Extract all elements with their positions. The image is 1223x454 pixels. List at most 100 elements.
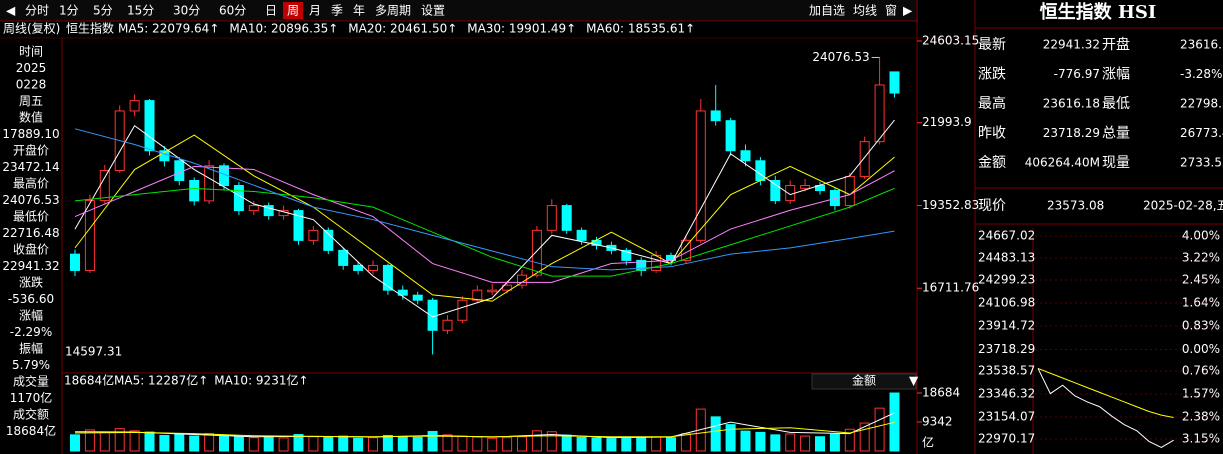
ma-arrow: ↑	[209, 22, 219, 36]
volume-bar	[219, 435, 229, 452]
volume-bar	[725, 424, 736, 452]
candle-body	[338, 249, 349, 266]
volume-ma-label: MA5: 12287亿	[114, 373, 198, 388]
info-text: 开盘价	[13, 143, 49, 158]
toolbar-button[interactable]: 5分	[93, 4, 113, 18]
volume-title: 18684亿	[64, 373, 114, 388]
quote-value: 23616.18	[1043, 97, 1100, 111]
tick-price-label: 23154.07	[978, 410, 1035, 424]
toolbar-button[interactable]: 加自选	[809, 4, 845, 18]
quote-value: 2733.52M	[1180, 156, 1223, 170]
y-tick-label: 24603.15	[922, 33, 979, 47]
selector-arrow[interactable]: ▼	[909, 374, 919, 388]
volume-bar	[502, 437, 513, 452]
quote-label: 昨收	[978, 126, 1006, 142]
volume-bar	[442, 434, 453, 452]
ma-arrow: ↑	[685, 22, 695, 36]
toolbar-button[interactable]: 多周期	[375, 4, 411, 18]
ma-label: MA60: 18535.61	[586, 22, 685, 36]
volume-bar	[606, 438, 617, 452]
y-tick-label: 18684	[922, 386, 960, 400]
volume-bar	[531, 430, 542, 452]
candle-body	[189, 180, 200, 202]
quote-value: 406264.40M	[1025, 156, 1100, 170]
y-tick-label: 21993.9	[922, 115, 972, 129]
toolbar-button[interactable]: 均线	[853, 4, 877, 18]
volume-bar	[457, 435, 468, 452]
volume-bar	[710, 416, 721, 452]
toolbar-button[interactable]: 1分	[59, 4, 79, 18]
volume-bar	[427, 430, 438, 452]
tick-price-label: 23346.32	[978, 387, 1035, 401]
quote-label: 开盘	[1102, 36, 1130, 53]
info-text: 涨幅	[19, 308, 43, 323]
toolbar-button[interactable]: 窗	[885, 4, 897, 18]
next-arrow[interactable]: ▶	[903, 4, 913, 18]
volume-bar	[755, 431, 766, 452]
volume-bar	[248, 437, 259, 452]
info-text: 成交额	[13, 407, 49, 422]
toolbar-button[interactable]: 60分	[219, 4, 246, 18]
quote-value: 23616.18	[1180, 38, 1223, 52]
toolbar-button[interactable]: 15分	[127, 4, 154, 18]
toolbar-button[interactable]: 周	[287, 4, 299, 18]
toolbar-button[interactable]: 设置	[421, 4, 445, 18]
volume-bar	[829, 433, 840, 452]
info-text: 涨跌	[19, 275, 43, 290]
quote-value: 23718.29	[1043, 126, 1100, 140]
toolbar-button[interactable]: 分时	[25, 4, 49, 18]
volume-bar	[636, 437, 647, 452]
quote-label: 最低	[1102, 96, 1130, 112]
volume-bar	[591, 437, 602, 452]
candle-body	[561, 205, 572, 231]
volume-bar	[889, 392, 900, 452]
toolbar-button[interactable]: 年	[353, 4, 365, 18]
volume-bar	[859, 422, 870, 452]
quote-value: -3.28%	[1180, 67, 1222, 81]
volume-unit: 亿	[922, 435, 934, 450]
candle-body	[353, 264, 364, 271]
average-line	[1037, 367, 1174, 419]
volume-bar	[144, 431, 155, 452]
volume-bar	[815, 436, 825, 452]
toolbar	[0, 0, 918, 21]
candle-body	[368, 264, 378, 271]
volume-selector[interactable]: 金额	[852, 373, 876, 388]
candle-body	[546, 205, 557, 231]
low-label: 14597.31	[65, 345, 122, 359]
toolbar-button[interactable]: 日	[265, 4, 277, 18]
info-text: 2025	[16, 61, 47, 75]
info-text: -536.60	[8, 292, 54, 306]
volume-bar	[353, 437, 364, 452]
volume-bar	[293, 434, 304, 452]
volume-bar	[621, 437, 632, 452]
candle-body	[695, 110, 706, 241]
quote-label: 最高	[978, 95, 1006, 112]
toolbar-button[interactable]: 季	[331, 4, 343, 18]
info-text: 24076.53	[2, 193, 59, 207]
selector-box[interactable]	[811, 373, 917, 390]
volume-bar	[487, 437, 498, 452]
quote-label: 总量	[1102, 126, 1130, 142]
quote-label: 现量	[1102, 155, 1130, 171]
tick-price-label: 22970.17	[978, 432, 1035, 446]
toolbar-button[interactable]: 月	[309, 4, 321, 18]
info-text: 最低价	[13, 210, 49, 224]
candle-body	[204, 165, 215, 202]
y-tick-label: 16711.76	[922, 281, 979, 295]
volume-bar	[412, 436, 423, 452]
volume-bar	[844, 428, 855, 452]
quote-value: 22941.32	[1043, 38, 1100, 52]
info-text: 23472.14	[2, 160, 59, 174]
tick-price-label: 23914.72	[978, 319, 1035, 333]
candle-body	[174, 160, 185, 182]
volume-bar	[84, 429, 95, 452]
ma-line	[74, 165, 895, 283]
prev-arrow[interactable]: ◀	[6, 4, 16, 18]
volume-bar	[129, 430, 140, 452]
volume-bar	[159, 434, 170, 452]
toolbar-button[interactable]: 30分	[173, 4, 200, 18]
candle-body	[636, 259, 647, 271]
